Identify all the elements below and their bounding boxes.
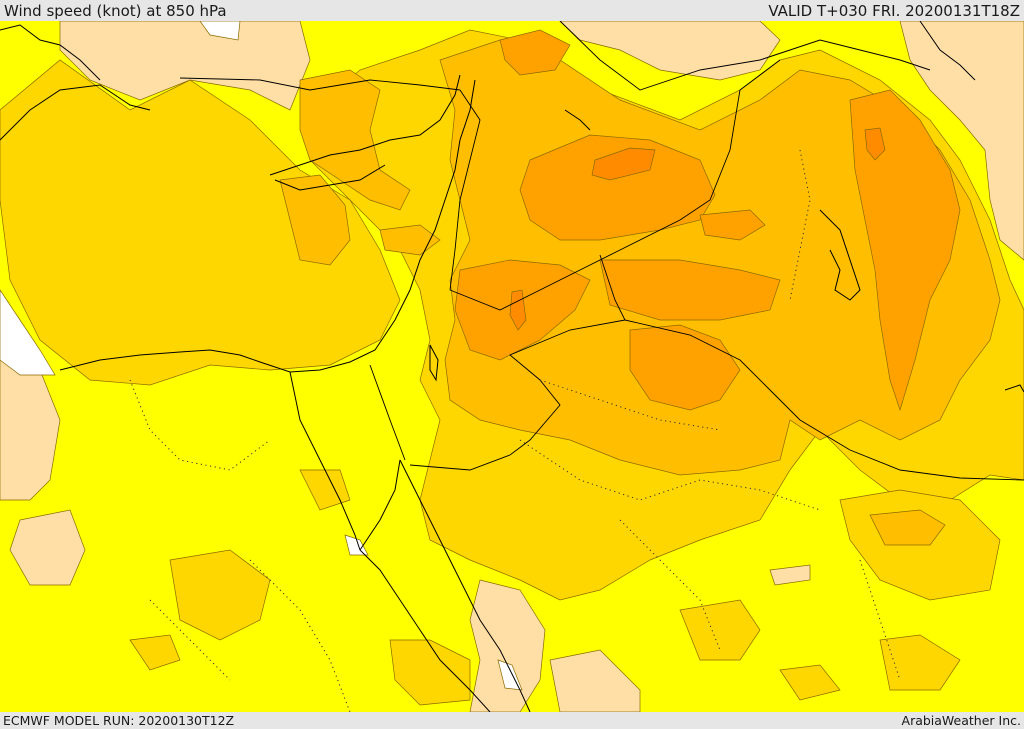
political-borders — [179, 21, 1024, 481]
credit: ArabiaWeather Inc. — [901, 713, 1021, 728]
band-5-areas — [509, 127, 886, 331]
dotted-boundaries — [129, 149, 901, 712]
footer-bar: ECMWF MODEL RUN: 20200130T12Z ArabiaWeat… — [0, 712, 1024, 729]
valid-time: VALID T+030 FRI. 20200131T18Z — [768, 1, 1020, 20]
band-4-areas — [454, 29, 961, 412]
map-title: Wind speed (knot) at 850 hPa — [4, 1, 227, 20]
wind-speed-map — [0, 21, 1024, 712]
coastlines — [0, 21, 1024, 712]
header-bar: Wind speed (knot) at 850 hPa VALID T+030… — [0, 0, 1024, 21]
model-run: ECMWF MODEL RUN: 20200130T12Z — [3, 713, 235, 728]
